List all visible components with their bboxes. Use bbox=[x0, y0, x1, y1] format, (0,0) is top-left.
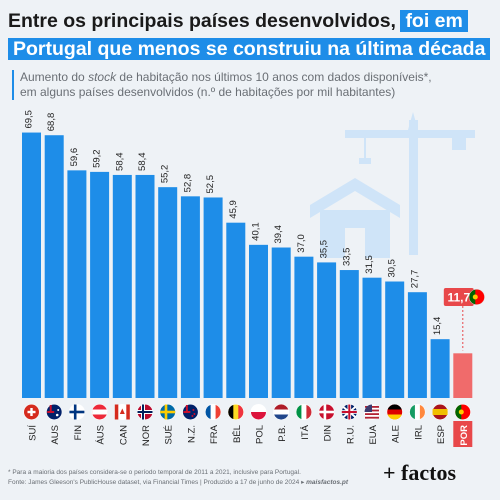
flag-pt-icon bbox=[454, 404, 471, 420]
category-label-POR: POR bbox=[459, 425, 470, 446]
category-label-POL: POL bbox=[255, 425, 266, 444]
value-label-SUÍ: 69,5 bbox=[24, 110, 35, 129]
value-label-P.B.: 39,4 bbox=[273, 225, 284, 244]
value-label-NOR: 58,4 bbox=[137, 152, 148, 171]
category-label-BÉL: BÉL bbox=[232, 425, 243, 443]
bar-IRL bbox=[407, 292, 427, 398]
value-label-FIN: 59,6 bbox=[69, 148, 80, 167]
subtitle-line2: em alguns países desenvolvidos (n.º de h… bbox=[20, 85, 396, 99]
bar-BÉL bbox=[226, 222, 246, 398]
category-label-CAN: CAN bbox=[118, 425, 129, 445]
value-label-POR: 11,7 bbox=[447, 291, 470, 305]
category-label-SUÍ: SUÍ bbox=[28, 425, 39, 441]
category-label-FRA: FRA bbox=[209, 424, 220, 444]
flag-fr-icon bbox=[205, 404, 222, 420]
category-label-R.U.: R.U. bbox=[345, 425, 356, 444]
bar-POL bbox=[249, 244, 268, 398]
bar-SUÉ bbox=[158, 187, 178, 398]
value-label-EUA: 31,5 bbox=[364, 255, 375, 274]
category-label-EUA: EUA bbox=[368, 424, 379, 444]
value-label-AUS: 68,8 bbox=[46, 113, 57, 132]
bar-FIN bbox=[67, 170, 87, 398]
category-label-IRL: IRL bbox=[413, 425, 424, 440]
value-label-FRA: 52,5 bbox=[205, 175, 216, 194]
flag-it-icon bbox=[295, 404, 312, 420]
category-label-N.Z.: N.Z. bbox=[186, 425, 197, 443]
bar-AUS bbox=[44, 135, 64, 398]
value-label-POL: 40,1 bbox=[251, 222, 262, 241]
flag-au-icon bbox=[46, 404, 63, 420]
value-label-ÁUS: 59,2 bbox=[92, 149, 103, 168]
flag-nz-icon bbox=[182, 404, 199, 420]
category-label-AUS: AUS bbox=[50, 425, 61, 445]
category-label-ÁUS: ÁUS bbox=[96, 425, 107, 445]
subtitle-part1: Aumento do bbox=[20, 70, 85, 84]
highlight-flag-icon bbox=[468, 289, 485, 305]
category-label-SUÉ: SUÉ bbox=[164, 425, 175, 445]
category-label-bg-POR bbox=[453, 421, 473, 447]
value-label-ALE: 30,5 bbox=[387, 259, 398, 278]
value-label-SUÉ: 55,2 bbox=[160, 165, 171, 184]
bar-POR bbox=[453, 353, 473, 398]
subtitle-stock: stock bbox=[88, 70, 117, 84]
flag-pl-icon bbox=[250, 404, 267, 420]
footnote: * Para a maioria dos países considera-se… bbox=[8, 468, 368, 488]
bar-SUÍ bbox=[22, 132, 41, 398]
value-label-R.U.: 33,5 bbox=[341, 248, 352, 267]
title-line1-highlight: foi em bbox=[400, 10, 468, 32]
bar-CAN bbox=[112, 174, 132, 398]
category-label-NOR: NOR bbox=[141, 425, 152, 446]
footnote-source: Fonte: James Gleeson's PublicHouse datas… bbox=[8, 479, 305, 486]
flag-nl-icon bbox=[273, 404, 290, 420]
bar-ITÁ bbox=[294, 256, 314, 398]
flag-us-icon bbox=[364, 404, 380, 420]
bar-chart: 69,5 68,8 59,6 59,2 58,4 58,4 55,2 52,8 52,5 45,9… bbox=[22, 110, 485, 447]
flag-gb-icon bbox=[341, 404, 358, 420]
value-label-ESP: 15,4 bbox=[432, 317, 443, 336]
bar-P.B. bbox=[271, 247, 291, 398]
title-line2-highlight: Portugal que menos se construiu na últim… bbox=[8, 38, 491, 60]
category-label-ALE: ALE bbox=[391, 425, 402, 443]
value-label-CAN: 58,4 bbox=[114, 152, 125, 171]
bar-EUA bbox=[362, 277, 382, 398]
category-label-ESP: ESP bbox=[436, 425, 447, 444]
value-label-ITÁ: 37,0 bbox=[296, 234, 307, 253]
subtitle-part2: de habitação nos últimos 10 anos com dad… bbox=[119, 70, 432, 84]
flag-fi-icon bbox=[68, 404, 85, 420]
category-label-ITÁ: ITÁ bbox=[300, 424, 311, 439]
bar-NOR bbox=[135, 174, 155, 398]
footnote-link[interactable]: maisfactos.pt bbox=[306, 479, 349, 486]
flag-ch-icon bbox=[23, 404, 40, 420]
flag-at-icon bbox=[91, 404, 108, 420]
category-label-DIN: DIN bbox=[323, 425, 334, 442]
bar-N.Z. bbox=[180, 196, 200, 398]
bar-ESP bbox=[430, 339, 450, 398]
brand-logo: + factos bbox=[383, 460, 457, 485]
footnote-line1: * Para a maioria dos países considera-se… bbox=[8, 469, 301, 476]
bar-ALE bbox=[385, 281, 405, 398]
title-line1-plain: Entre os principais países desenvolvidos… bbox=[8, 10, 396, 32]
flag-es-icon bbox=[432, 404, 449, 420]
value-label-BÉL: 45,9 bbox=[228, 200, 239, 219]
chart-subtitle: Aumento do stock de habitação nos último… bbox=[12, 70, 500, 100]
crane-house-icon bbox=[310, 112, 475, 258]
flag-dk-icon bbox=[318, 404, 335, 420]
chart-title: Entre os principais países desenvolvidos… bbox=[8, 8, 494, 64]
value-label-N.Z.: 52,8 bbox=[182, 174, 193, 193]
flag-se-icon bbox=[159, 404, 176, 420]
bar-R.U. bbox=[339, 270, 359, 398]
bar-FRA bbox=[203, 197, 223, 398]
bar-DIN bbox=[317, 262, 337, 398]
value-label-IRL: 27,7 bbox=[409, 270, 420, 289]
value-label-DIN: 35,5 bbox=[319, 240, 330, 259]
category-label-FIN: FIN bbox=[73, 425, 84, 440]
category-label-P.B.: P.B. bbox=[277, 425, 288, 442]
flag-ca-icon bbox=[114, 404, 131, 420]
flag-de-icon bbox=[386, 404, 403, 420]
flag-be-icon bbox=[227, 404, 244, 420]
highlight-label-bg bbox=[443, 288, 474, 306]
flag-no-icon bbox=[137, 404, 153, 420]
bar-ÁUS bbox=[90, 171, 110, 398]
flag-ie-icon bbox=[409, 404, 426, 420]
